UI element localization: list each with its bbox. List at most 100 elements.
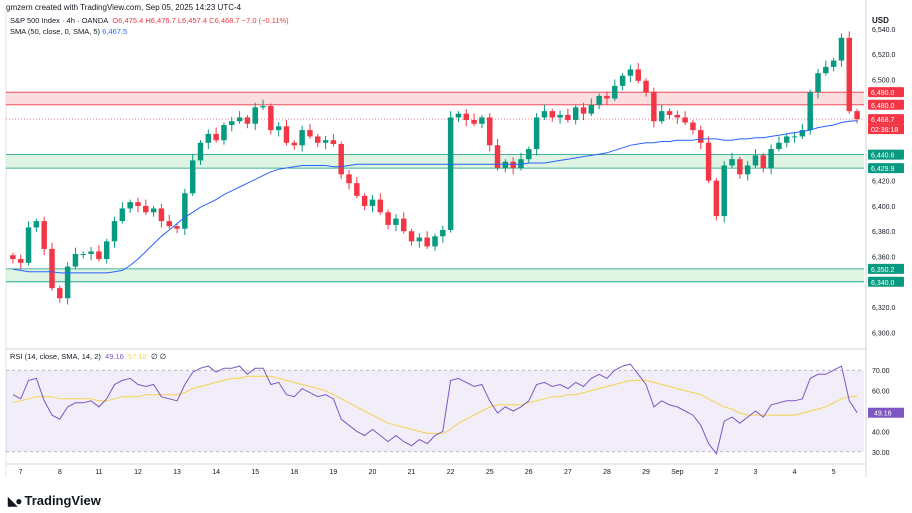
candle-body <box>596 95 602 105</box>
time-tick-label: 12 <box>134 469 142 476</box>
rsi-tick-label: 40.00 <box>872 429 890 436</box>
candle-body <box>440 229 446 237</box>
rsi-legend: RSI (14, close, SMA, 14, 2) 49.16 57.12 … <box>10 352 166 361</box>
candle-body <box>127 202 133 209</box>
candle-body <box>651 92 657 122</box>
rsi-label: RSI (14, close, SMA, 14, 2) <box>10 352 101 361</box>
rsi-tick-label: 30.00 <box>872 450 890 457</box>
candle-body <box>690 122 696 131</box>
currency-label[interactable]: USD <box>872 16 889 25</box>
candle-body <box>135 202 141 206</box>
candle-body <box>369 199 376 206</box>
candle-body <box>275 126 282 131</box>
rsi-ma-value: 57.12 <box>128 352 147 361</box>
candle-body <box>760 155 767 169</box>
price-label-box <box>868 263 904 274</box>
candle-body <box>57 288 63 299</box>
rsi-value: 49.16 <box>105 352 124 361</box>
brand-name: TradingView <box>24 493 101 508</box>
tradingview-logo[interactable]: ◣● TradingView <box>8 493 101 508</box>
tradingview-logo-icon: ◣● <box>8 493 23 508</box>
candle-body <box>830 60 837 67</box>
candle-body <box>103 241 110 260</box>
candle-body <box>486 117 493 146</box>
candle-body <box>455 113 462 118</box>
candle-body <box>463 113 470 120</box>
sma-line <box>12 120 858 274</box>
candle-body <box>158 208 165 222</box>
time-tick-label: Sep <box>671 469 684 476</box>
candle-body <box>494 145 501 169</box>
candle-body <box>682 117 688 123</box>
candle-body <box>549 111 555 118</box>
candle-body <box>729 159 735 166</box>
rsi-value-box <box>868 407 904 418</box>
candle-body <box>565 114 571 120</box>
candle-body <box>166 221 172 227</box>
countdown-box <box>868 124 904 135</box>
price-label-box <box>868 163 904 174</box>
candle-body <box>705 142 712 181</box>
price-label-text: 6,340.0 <box>871 280 894 287</box>
candle-body <box>776 142 782 150</box>
countdown-text: 02:36:18 <box>871 127 898 134</box>
candle-body <box>315 136 321 143</box>
price-label-box <box>868 99 904 110</box>
candle-body <box>510 161 516 169</box>
time-tick-label: 2 <box>714 469 718 476</box>
candle-body <box>174 226 180 229</box>
rsi-tick-label: 70.00 <box>872 368 890 375</box>
price-tick-label: 6,360.0 <box>872 255 895 262</box>
candle-body <box>197 142 204 161</box>
candle-body <box>291 142 298 146</box>
candle-body <box>393 218 399 225</box>
candle-body <box>72 253 79 267</box>
symbol-legend: S&P 500 Index · 4h · OANDA O6,475.4 H6,4… <box>10 15 289 37</box>
rsi-extra: ∅ ∅ <box>150 352 167 361</box>
candle-body <box>182 193 188 229</box>
candle-body <box>838 37 845 61</box>
price-label-text: 6,429.9 <box>871 166 894 173</box>
sma-value: 6,467.5 <box>102 27 128 36</box>
candle-body <box>471 119 477 124</box>
time-tick-label: 26 <box>525 469 533 476</box>
time-tick-label: 22 <box>447 469 455 476</box>
candle-body <box>744 165 751 175</box>
time-tick-label: 11 <box>95 469 102 476</box>
time-tick-label: 4 <box>793 469 797 476</box>
candle-body <box>96 251 102 260</box>
candle-body <box>580 107 587 114</box>
candle-body <box>268 106 274 131</box>
price-tick-label: 6,520.0 <box>872 52 895 59</box>
candle-body <box>143 205 149 213</box>
candle-body <box>416 237 423 242</box>
price-label-box <box>868 114 904 125</box>
candle-body <box>49 248 55 289</box>
candle-body <box>221 125 227 141</box>
candle-body <box>815 73 821 93</box>
time-tick-label: 19 <box>329 469 337 476</box>
watermark-note: gmzern created with TradingView.com, Sep… <box>6 3 242 12</box>
candle-body <box>400 218 407 232</box>
price-label-text: 6,468.7 <box>871 117 894 124</box>
sma-label: SMA (50, close, 0, SMA, 5) <box>10 27 101 36</box>
candle-body <box>557 114 563 118</box>
candle-body <box>807 92 813 131</box>
time-tick-label: 18 <box>290 469 298 476</box>
candle-body <box>635 69 641 81</box>
candle-body <box>823 66 829 74</box>
price-label-text: 6,440.6 <box>871 153 894 160</box>
price-tick-label: 6,500.0 <box>872 78 895 85</box>
ohlc-values: O6,475.4 H6,476.7 L6,457.4 C6,468.7 −7.0… <box>112 16 289 25</box>
candle-body <box>432 236 438 247</box>
candle-body <box>41 221 47 249</box>
candle-body <box>307 130 313 137</box>
candle-body <box>205 133 212 143</box>
price-tick-label: 6,400.0 <box>872 204 895 211</box>
candle-body <box>658 111 665 122</box>
candle-body <box>479 117 485 124</box>
candle-body <box>846 37 853 112</box>
zone-resistance-0 <box>6 92 864 105</box>
candle-body <box>385 212 391 225</box>
